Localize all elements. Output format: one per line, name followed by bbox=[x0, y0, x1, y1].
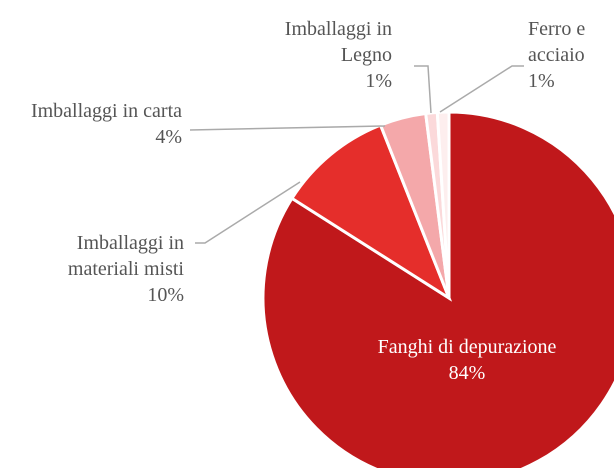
slice-label: Fanghi di depurazione 84% bbox=[377, 334, 557, 386]
category-label: Imballaggi in Legno bbox=[284, 18, 392, 66]
leader-line bbox=[439, 65, 524, 113]
value-label: 84% bbox=[448, 362, 486, 384]
value-label: 1% bbox=[365, 70, 392, 92]
slice-label: Ferro e acciaio 1% bbox=[528, 16, 612, 94]
pie-slice bbox=[435, 110, 451, 299]
slice-label: Imballaggi in materiali misti 10% bbox=[2, 230, 184, 308]
pie-slice bbox=[261, 110, 614, 468]
value-label: 1% bbox=[528, 70, 555, 92]
value-label: 4% bbox=[155, 126, 182, 148]
category-label: Ferro e acciaio bbox=[528, 18, 586, 66]
category-label: Fanghi di depurazione bbox=[377, 336, 557, 358]
leader-line bbox=[414, 65, 432, 114]
leader-line bbox=[195, 181, 301, 244]
value-label: 10% bbox=[147, 284, 184, 306]
leader-line bbox=[189, 125, 386, 131]
slice-label: Imballaggi in carta 4% bbox=[20, 98, 182, 150]
slice-label: Imballaggi in Legno 1% bbox=[232, 16, 392, 94]
category-label: Imballaggi in carta bbox=[30, 100, 182, 122]
pie-slice bbox=[289, 123, 453, 302]
category-label: Imballaggi in materiali misti bbox=[67, 232, 184, 280]
